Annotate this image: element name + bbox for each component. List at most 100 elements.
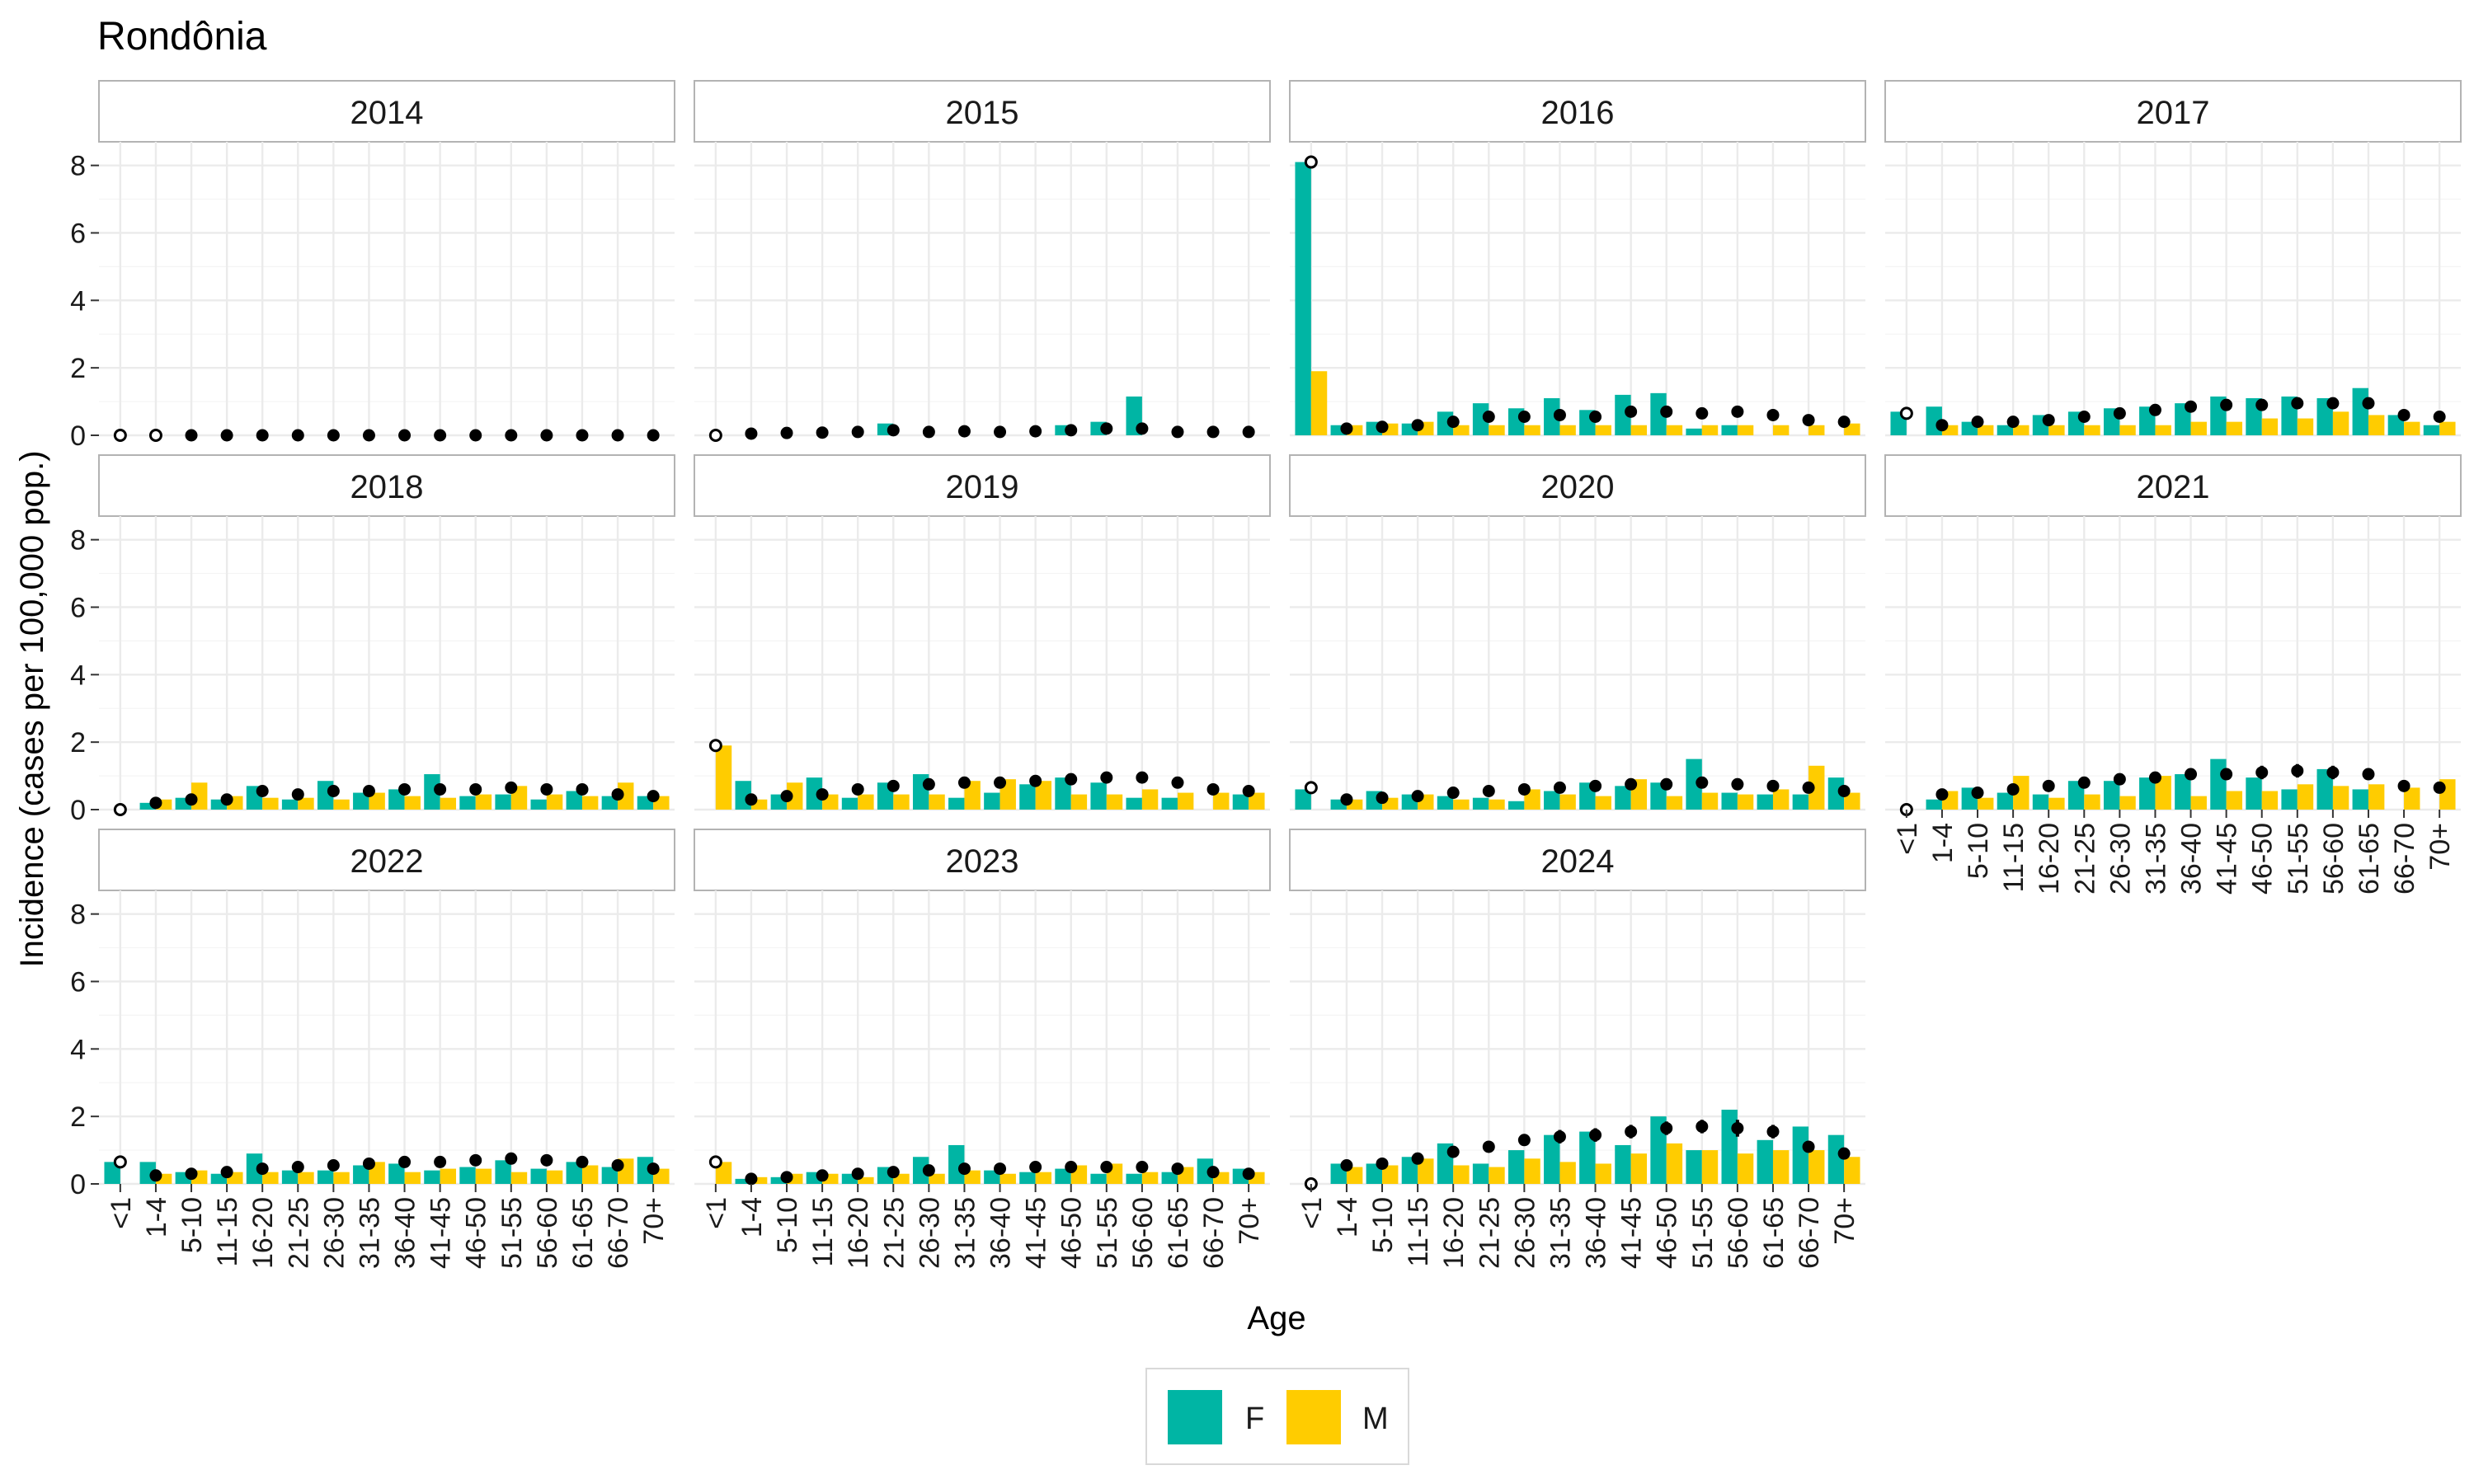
panel-2023: 2023 <1 1-4 5-10 11-15 16-20 21-25 26-30 31-35 36… <box>694 829 1271 1269</box>
point <box>362 784 375 797</box>
bar-m <box>404 1172 421 1184</box>
bar-f <box>1437 796 1454 810</box>
x-tick-label: 16-20 <box>247 1197 279 1269</box>
point <box>398 429 412 442</box>
bar-m <box>1844 1157 1860 1184</box>
point <box>256 784 269 797</box>
point <box>1589 1129 1602 1142</box>
x-tick-label: 31-35 <box>949 1197 981 1269</box>
bar-m <box>1772 1150 1790 1184</box>
bar-m <box>1559 425 1576 435</box>
chart-title: Rondônia <box>97 15 267 59</box>
bar-m <box>2404 421 2420 435</box>
bar-m <box>581 1165 599 1184</box>
x-tick-label: 11-15 <box>807 1197 839 1266</box>
panel-strip <box>694 454 1271 517</box>
bar-f <box>281 799 299 810</box>
point <box>745 1172 758 1186</box>
point <box>149 796 162 810</box>
bar-f <box>139 802 156 810</box>
point <box>957 425 971 438</box>
bar-m <box>2297 418 2314 435</box>
bar-f <box>353 792 369 810</box>
y-axis-title: Incidence (cases per 100,000 pop.) <box>14 450 50 967</box>
bar-m <box>2084 425 2100 435</box>
point <box>1935 419 1949 432</box>
point <box>1100 1161 1113 1174</box>
bar-f <box>1615 394 1631 435</box>
bar-f <box>1295 162 1311 435</box>
bar-f <box>566 1162 582 1184</box>
bar-m <box>1489 1167 1505 1184</box>
point <box>1029 425 1042 438</box>
point-open <box>1899 406 1913 420</box>
point <box>780 426 793 439</box>
point <box>1696 776 1709 789</box>
bar-m <box>333 799 350 810</box>
point <box>398 1155 412 1168</box>
point-open <box>113 429 127 442</box>
legend-swatch-f <box>1168 1390 1222 1444</box>
x-tick-label: <1 <box>701 1197 732 1229</box>
point <box>1553 781 1566 794</box>
x-tick-label: 51-55 <box>1092 1197 1123 1269</box>
point <box>1696 1120 1709 1133</box>
point <box>2220 768 2233 781</box>
bar-m <box>858 1176 874 1184</box>
x-tick-label: 1-4 <box>736 1197 768 1237</box>
panel-strip-label: 2020 <box>1541 469 1615 505</box>
bar-m <box>2261 791 2279 810</box>
panel-2017: 2017 <box>1884 80 2462 437</box>
point <box>816 788 829 801</box>
bar-f <box>1721 425 1738 435</box>
bar-f <box>1827 777 1845 810</box>
x-tick-label: 51-55 <box>1687 1197 1719 1269</box>
point <box>1517 782 1531 796</box>
x-tick-label: 36-40 <box>985 1197 1017 1269</box>
y-tick-label: 6 <box>70 218 86 249</box>
bar-m <box>2190 796 2207 810</box>
x-tick-label: 61-65 <box>2354 823 2385 895</box>
bar-f <box>1686 1150 1702 1184</box>
x-tick-label: 66-70 <box>1198 1197 1230 1269</box>
bar-f <box>1997 792 2014 810</box>
bar-m <box>750 1176 768 1184</box>
point <box>256 1162 269 1176</box>
point <box>922 1164 935 1177</box>
bar-f <box>1827 1134 1845 1184</box>
bar-m <box>1595 796 1611 810</box>
bar-m <box>1559 1162 1576 1184</box>
bar-f <box>601 1167 618 1184</box>
point <box>1206 1166 1220 1179</box>
bar-f <box>1019 784 1036 810</box>
point <box>1482 1140 1495 1153</box>
bar-m <box>440 797 457 810</box>
x-tick-label: 41-45 <box>1021 1197 1052 1269</box>
bar-m <box>475 794 492 810</box>
point-open <box>708 429 722 442</box>
x-tick-label: 46-50 <box>1652 1197 1683 1269</box>
point <box>1766 779 1780 792</box>
bar-f <box>2316 768 2333 810</box>
point <box>1376 420 1389 434</box>
panel-strip <box>1884 80 2462 143</box>
point <box>2148 403 2161 416</box>
bar-f <box>1650 392 1667 435</box>
point <box>1971 787 1984 800</box>
point <box>1065 424 1078 437</box>
point <box>469 782 482 796</box>
bar-f <box>1615 1144 1631 1184</box>
point <box>1100 422 1113 435</box>
point <box>2185 400 2198 413</box>
bar-f <box>1401 1157 1418 1184</box>
bar-m <box>1844 792 1860 810</box>
x-tick-label: 56-60 <box>532 1197 563 1269</box>
panel-strip <box>98 454 675 517</box>
bar-m <box>1737 1153 1754 1184</box>
x-tick-label: 26-30 <box>1509 1197 1540 1269</box>
x-tick-label: 31-35 <box>354 1197 385 1269</box>
bar-f <box>2352 387 2368 435</box>
y-tick-label: 2 <box>70 727 86 758</box>
bar-f <box>281 1170 299 1184</box>
